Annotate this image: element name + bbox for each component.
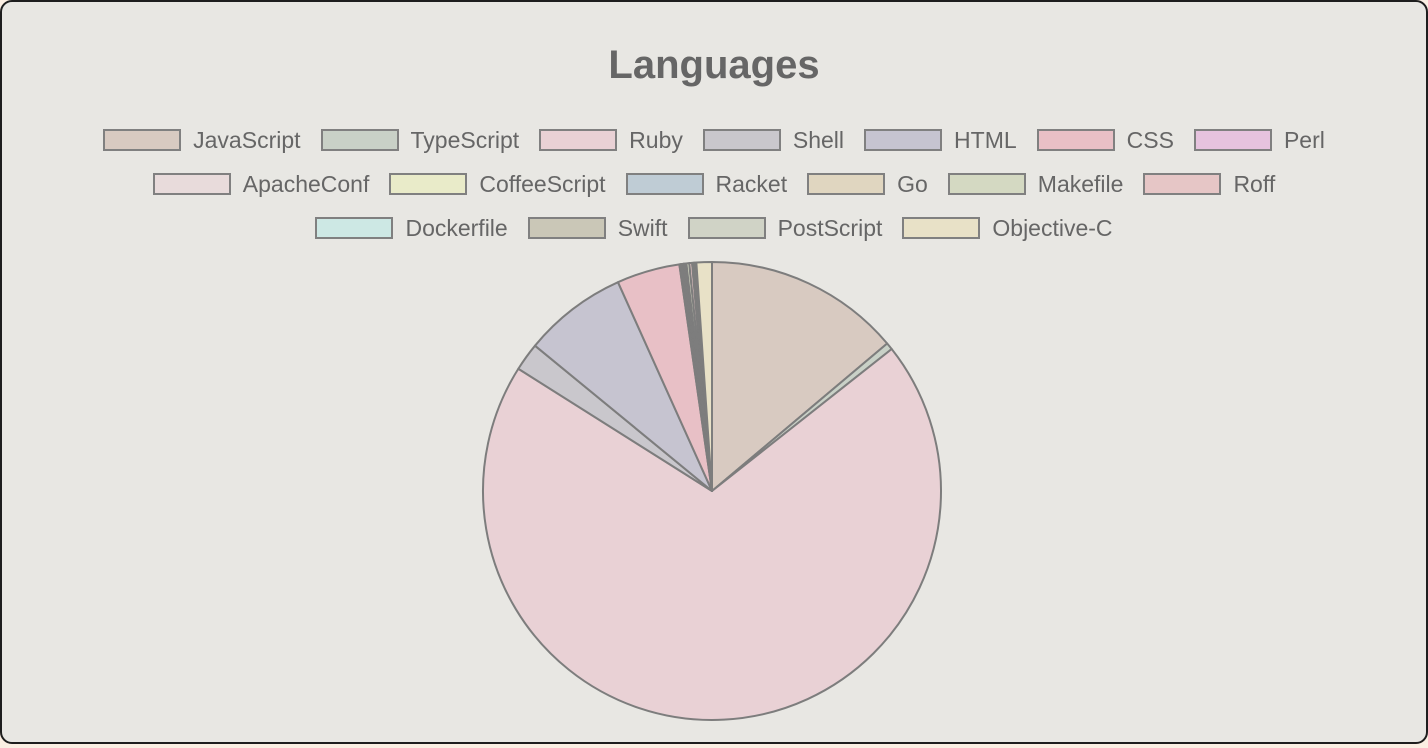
legend-swatch	[1143, 173, 1222, 195]
legend-swatch	[807, 173, 886, 195]
legend-label: Perl	[1283, 126, 1325, 153]
legend-label: Shell	[792, 126, 845, 153]
pie-slice-ruby[interactable]	[482, 348, 942, 721]
legend-swatch	[527, 217, 606, 239]
legend-item-roff[interactable]: Roff	[1143, 171, 1275, 198]
legend-label: PostScript	[777, 214, 883, 241]
legend-swatch	[315, 217, 394, 239]
legend-label: Makefile	[1037, 170, 1124, 197]
legend-item-racket[interactable]: Racket	[625, 170, 788, 198]
legend-swatch	[320, 129, 399, 151]
legend-swatch	[389, 173, 468, 195]
legend-item-html[interactable]: HTML	[864, 127, 1017, 154]
legend-label: HTML	[954, 126, 1017, 153]
legend-label: ApacheConf	[242, 170, 370, 197]
legend-label: JavaScript	[193, 126, 301, 153]
legend-item-dockerfile[interactable]: Dockerfile	[315, 214, 508, 242]
legend-label: Dockerfile	[405, 214, 508, 241]
legend-swatch	[702, 129, 781, 151]
legend-item-perl[interactable]: Perl	[1193, 126, 1325, 154]
legend-item-postscript[interactable]: PostScript	[687, 214, 883, 242]
legend-item-typescript[interactable]: TypeScript	[320, 126, 520, 154]
pie-slice-html[interactable]	[534, 281, 713, 492]
legend-swatch	[902, 217, 981, 239]
legend-row: Dockerfile Swift PostScript Objective-C	[0, 206, 1428, 250]
legend-item-swift[interactable]: Swift	[527, 214, 668, 242]
legend-swatch	[152, 173, 231, 195]
legend-label: CoffeeScript	[479, 170, 606, 197]
legend-item-css[interactable]: CSS	[1036, 126, 1174, 154]
pie-slice-javascript[interactable]	[711, 261, 889, 492]
legend-label: CSS	[1126, 126, 1174, 153]
legend-label: Go	[897, 170, 928, 197]
legend-swatch	[687, 217, 766, 239]
legend-swatch	[625, 173, 704, 195]
chart-title: Languages	[608, 43, 820, 87]
legend-item-objective-c[interactable]: Objective-C	[902, 214, 1113, 242]
legend-label: TypeScript	[410, 126, 520, 153]
legend-row: ApacheConf CoffeeScript Racket Go Makefile Ro…	[0, 162, 1428, 206]
legend-item-javascript[interactable]: JavaScript	[103, 126, 301, 154]
legend-swatch	[539, 129, 618, 151]
pie-slice-objective-c[interactable]	[695, 261, 713, 492]
legend-label: Swift	[617, 214, 668, 241]
legend-label: Objective-C	[992, 214, 1113, 241]
legend-swatch	[103, 129, 182, 151]
legend-swatch	[1036, 129, 1115, 151]
legend-row: JavaScript TypeScript Ruby Shell HTML CSS Perl	[0, 118, 1428, 162]
legend-item-go[interactable]: Go	[807, 171, 928, 198]
legend-item-makefile[interactable]: Makefile	[947, 170, 1124, 198]
legend-item-apacheconf[interactable]: ApacheConf	[152, 170, 370, 198]
legend-swatch	[1193, 129, 1272, 151]
legend-label: Racket	[715, 170, 788, 197]
legend-swatch	[864, 129, 943, 151]
legend-item-shell[interactable]: Shell	[702, 126, 845, 154]
legend-item-ruby[interactable]: Ruby	[539, 127, 683, 154]
legend-item-coffeescript[interactable]: CoffeeScript	[389, 170, 606, 198]
legend-swatch	[947, 173, 1026, 195]
chart-legend: JavaScript TypeScript Ruby Shell HTML CSS Perl…	[0, 118, 1428, 250]
legend-label: Roff	[1233, 170, 1276, 197]
legend-label: Ruby	[629, 126, 683, 153]
